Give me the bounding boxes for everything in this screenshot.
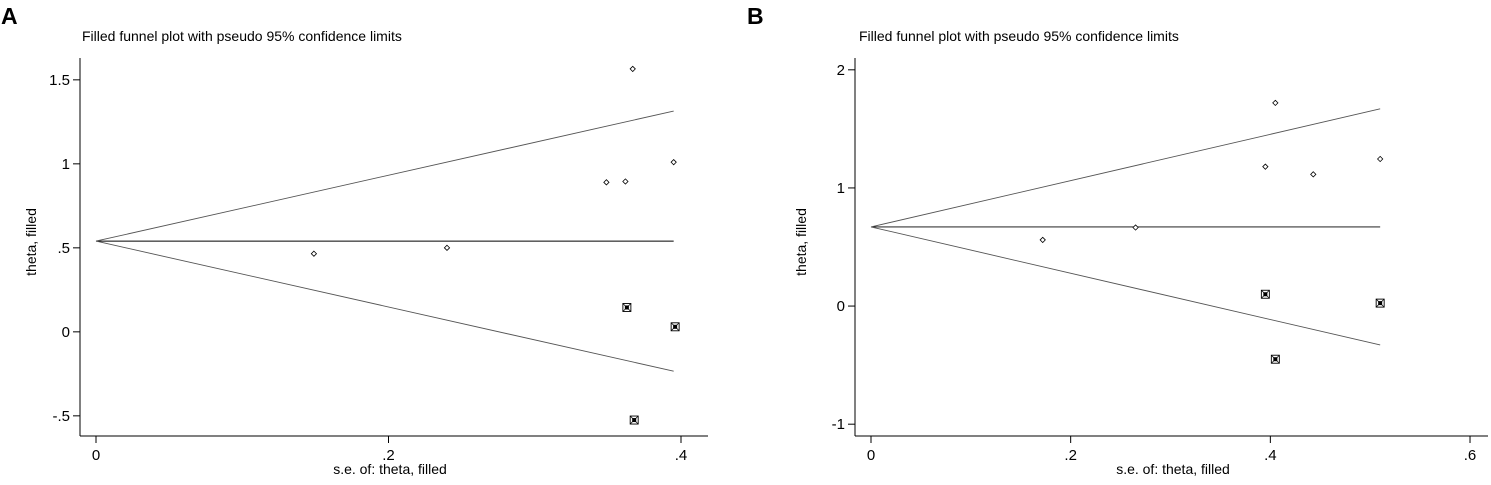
y-tick-label-a: .5 xyxy=(57,240,70,257)
filled-study-cross xyxy=(1375,298,1385,308)
funnel-plot-panel-a: A Filled funnel plot with pseudo 95% con… xyxy=(0,0,745,485)
funnel-plot-b-svg: B Filled funnel plot with pseudo 95% con… xyxy=(747,3,1488,477)
observed-study-point-a xyxy=(310,250,318,257)
lower-confidence-limit-a xyxy=(95,240,674,372)
y-axis-label-b: theta, filled xyxy=(793,208,809,276)
observed-study-point-b xyxy=(1310,171,1317,178)
filled-study-point-a xyxy=(622,303,632,312)
y-tick-label-a: -.5 xyxy=(52,408,70,425)
panel-label-a: A xyxy=(1,3,18,29)
observed-study-point-b xyxy=(1272,99,1279,107)
observed-study-point-a xyxy=(622,178,629,185)
observed-study-point-b xyxy=(1132,224,1139,231)
x-tick-label-a: .2 xyxy=(382,447,395,464)
upper-confidence-limit-b xyxy=(870,108,1381,228)
observed-study-point-a xyxy=(603,179,610,186)
x-tick-label-b: .6 xyxy=(1464,447,1477,464)
y-tick-label-a: 0 xyxy=(62,324,70,341)
plot-title-a: Filled funnel plot with pseudo 95% confi… xyxy=(82,28,402,44)
filled-study-cross xyxy=(670,322,680,332)
filled-study-cross xyxy=(629,415,639,425)
x-tick-label-b: 0 xyxy=(867,447,875,464)
y-tick-label-a: 1.5 xyxy=(49,72,70,89)
observed-study-point-b xyxy=(1376,155,1384,163)
x-tick-label-b: .2 xyxy=(1064,447,1077,464)
filled-study-cross xyxy=(1261,290,1270,299)
x-tick-label-b: .4 xyxy=(1264,447,1277,464)
observed-study-point-a xyxy=(670,158,677,166)
lower-confidence-limit-b xyxy=(870,226,1381,346)
filled-study-point-b xyxy=(1375,298,1385,308)
x-axis-label-b: s.e. of: theta, filled xyxy=(1116,461,1230,477)
filled-study-point-a xyxy=(670,322,680,332)
x-tick-label-a: 0 xyxy=(92,447,100,464)
observed-study-point-a xyxy=(629,65,636,73)
y-tick-label-a: 1 xyxy=(62,156,70,173)
funnel-plot-a-svg: A Filled funnel plot with pseudo 95% con… xyxy=(1,3,708,477)
panel-label-b: B xyxy=(747,3,764,29)
y-axis-label-a: theta, filled xyxy=(23,208,39,276)
observed-study-point-b xyxy=(1039,236,1046,244)
x-axis-label-a: s.e. of: theta, filled xyxy=(333,461,447,477)
y-tick-label-b: 1 xyxy=(837,180,845,197)
filled-study-point-b xyxy=(1260,289,1270,299)
y-tick-label-b: 0 xyxy=(837,298,845,315)
filled-study-cross xyxy=(622,303,632,312)
plot-title-b: Filled funnel plot with pseudo 95% confi… xyxy=(859,28,1179,44)
filled-study-cross xyxy=(1271,354,1280,364)
y-tick-label-b: 2 xyxy=(837,62,845,79)
funnel-plot-panel-b: B Filled funnel plot with pseudo 95% con… xyxy=(746,0,1491,485)
observed-study-point-a xyxy=(443,244,451,252)
x-tick-label-a: .4 xyxy=(675,447,688,464)
y-tick-label-b: -1 xyxy=(832,416,845,433)
filled-study-point-b xyxy=(1270,354,1280,364)
filled-study-point-a xyxy=(629,415,639,425)
upper-confidence-limit-a xyxy=(95,110,674,242)
observed-study-point-b xyxy=(1262,163,1269,170)
